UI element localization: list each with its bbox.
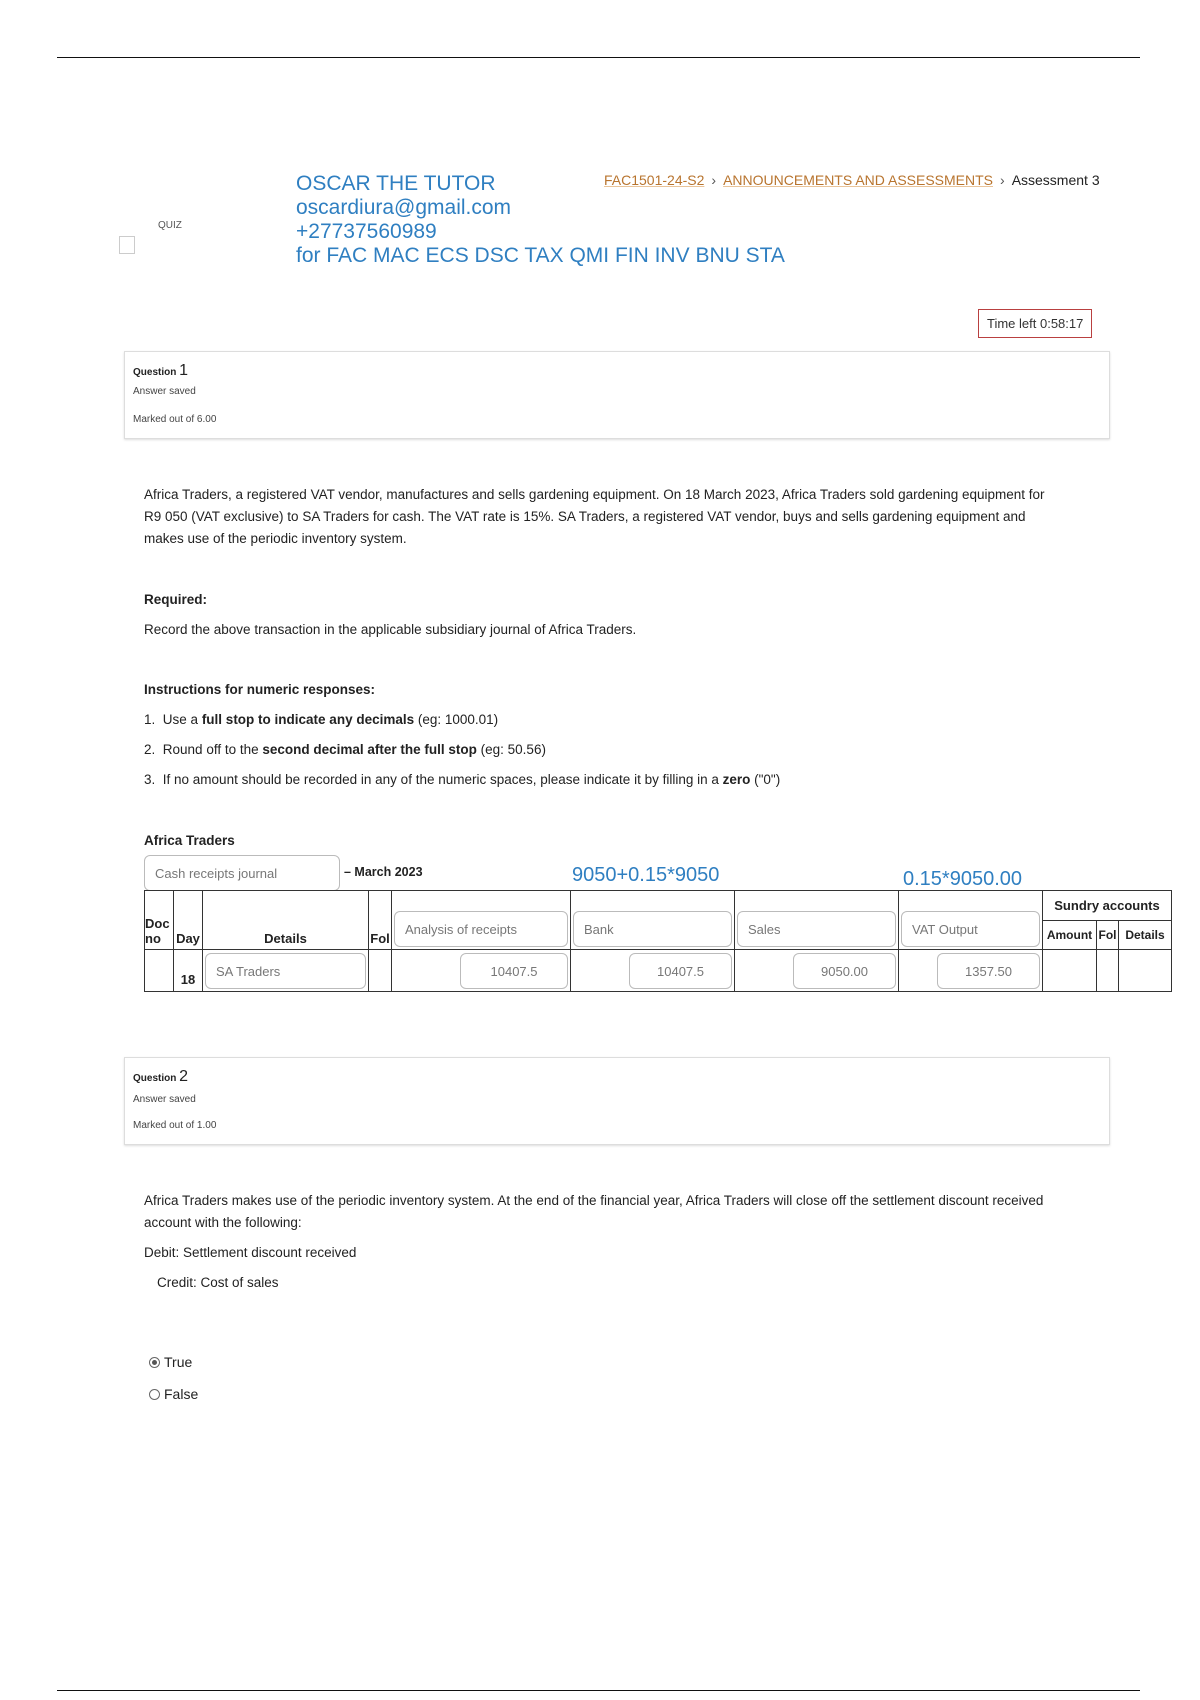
question-1-info: Question 1 Answer saved Marked out of 6.… bbox=[124, 351, 1110, 439]
question-number: Question 1 bbox=[133, 362, 189, 379]
column-select-2[interactable]: Bank bbox=[573, 911, 732, 947]
amount-input-2[interactable]: 10407.5 bbox=[629, 953, 732, 989]
instruction-3: 3. If no amount should be recorded in an… bbox=[144, 772, 781, 787]
radio-selected-icon[interactable] bbox=[149, 1356, 160, 1368]
header-sundry-details: Details bbox=[1118, 920, 1172, 950]
header-col-1: Analysis of receipts bbox=[391, 890, 571, 950]
watermark-email: oscardiura@gmail.com bbox=[296, 196, 512, 219]
question-status: Answer saved bbox=[133, 1094, 196, 1105]
details-input[interactable]: SA Traders bbox=[205, 953, 366, 989]
column-select-3[interactable]: Sales bbox=[737, 911, 896, 947]
watermark-phone: +27737560989 bbox=[296, 220, 437, 243]
chevron-right-icon: › bbox=[711, 172, 717, 188]
time-left-timer: Time left 0:58:17 bbox=[978, 309, 1093, 338]
header-col-2: Bank bbox=[570, 890, 735, 950]
cell-day: 18 bbox=[173, 949, 203, 992]
header-col-3: Sales bbox=[734, 890, 899, 950]
column-select-4[interactable]: VAT Output bbox=[901, 911, 1040, 947]
cell-col-4: 1357.50 bbox=[898, 949, 1043, 992]
breadcrumb: FAC1501-24-S2 › ANNOUNCEMENTS AND ASSESSME… bbox=[604, 172, 1100, 188]
radio-unselected-icon[interactable] bbox=[149, 1388, 160, 1400]
instruction-2: 2. Round off to the second decimal after… bbox=[144, 742, 546, 757]
bottom-divider bbox=[57, 1690, 1140, 1691]
header-sundry-amount: Amount bbox=[1042, 920, 1097, 950]
header-details: Details bbox=[202, 890, 369, 950]
option-true[interactable]: True bbox=[149, 1354, 192, 1370]
annotation-vat-formula: 0.15*9050.00 bbox=[903, 868, 1023, 890]
option-label: False bbox=[164, 1386, 199, 1402]
debit-line: Debit: Settlement discount received bbox=[144, 1245, 357, 1260]
quiz-icon bbox=[119, 236, 135, 254]
journal-select[interactable]: Cash receipts journal bbox=[144, 855, 340, 891]
cash-receipts-journal-table: Doc no Day Details Fol Analysis of recei… bbox=[144, 890, 1172, 992]
question-number: Question 2 bbox=[133, 1068, 189, 1085]
company-name: Africa Traders bbox=[144, 833, 235, 848]
chevron-right-icon: › bbox=[1000, 172, 1005, 188]
header-doc-no: Doc no bbox=[144, 890, 174, 950]
credit-line: Credit: Cost of sales bbox=[157, 1275, 279, 1290]
cell-doc-no[interactable] bbox=[144, 949, 174, 992]
amount-input-1[interactable]: 10407.5 bbox=[460, 953, 568, 989]
instructions-heading: Instructions for numeric responses: bbox=[144, 682, 376, 697]
question-2-text: Africa Traders makes use of the periodic… bbox=[144, 1193, 1044, 1230]
period-label: – March 2023 bbox=[344, 865, 423, 879]
cell-sundry-fol[interactable] bbox=[1096, 949, 1119, 992]
question-status: Answer saved bbox=[133, 386, 196, 397]
question-2-info: Question 2 Answer saved Marked out of 1.… bbox=[124, 1057, 1110, 1145]
header-day: Day bbox=[173, 890, 203, 950]
option-label: True bbox=[164, 1354, 193, 1370]
required-heading: Required: bbox=[144, 592, 208, 607]
annotation-bank-formula: 9050+0.15*9050 bbox=[572, 864, 720, 886]
question-1-text: Africa Traders, a registered VAT vendor,… bbox=[144, 487, 1045, 546]
quiz-label: QUIZ bbox=[158, 220, 182, 231]
cell-sundry-amount[interactable] bbox=[1042, 949, 1097, 992]
cell-sundry-details[interactable] bbox=[1118, 949, 1172, 992]
question-marks: Marked out of 6.00 bbox=[133, 414, 217, 425]
table-row: 18 SA Traders 10407.5 10407.5 9050.00 13… bbox=[144, 949, 1172, 992]
header-sundry-fol: Fol bbox=[1096, 920, 1119, 950]
breadcrumb-course[interactable]: FAC1501-24-S2 bbox=[604, 172, 705, 188]
amount-input-3[interactable]: 9050.00 bbox=[793, 953, 896, 989]
top-divider bbox=[57, 57, 1140, 58]
watermark-subjects: for FAC MAC ECS DSC TAX QMI FIN INV BNU … bbox=[296, 244, 785, 267]
cell-col-2: 10407.5 bbox=[570, 949, 735, 992]
header-col-4: VAT Output bbox=[898, 890, 1043, 950]
cell-col-1: 10407.5 bbox=[391, 949, 571, 992]
instruction-1: 1. Use a full stop to indicate any decim… bbox=[144, 712, 499, 727]
question-marks: Marked out of 1.00 bbox=[133, 1120, 217, 1131]
amount-input-4[interactable]: 1357.50 bbox=[937, 953, 1040, 989]
watermark: OSCAR THE TUTOR oscardiura@gmail.com +27… bbox=[296, 172, 785, 268]
cell-details: SA Traders bbox=[202, 949, 369, 992]
cell-fol bbox=[368, 949, 392, 992]
header-fol: Fol bbox=[368, 890, 392, 950]
required-text: Record the above transaction in the appl… bbox=[144, 622, 637, 637]
option-false[interactable]: False bbox=[149, 1386, 198, 1402]
header-sundry-accounts: Sundry accounts bbox=[1042, 890, 1172, 921]
breadcrumb-current: Assessment 3 bbox=[1011, 172, 1100, 188]
cell-col-3: 9050.00 bbox=[734, 949, 899, 992]
breadcrumb-announcements[interactable]: ANNOUNCEMENTS AND ASSESSMENTS bbox=[723, 172, 994, 188]
column-select-1[interactable]: Analysis of receipts bbox=[394, 911, 568, 947]
watermark-name: OSCAR THE TUTOR bbox=[296, 172, 496, 195]
